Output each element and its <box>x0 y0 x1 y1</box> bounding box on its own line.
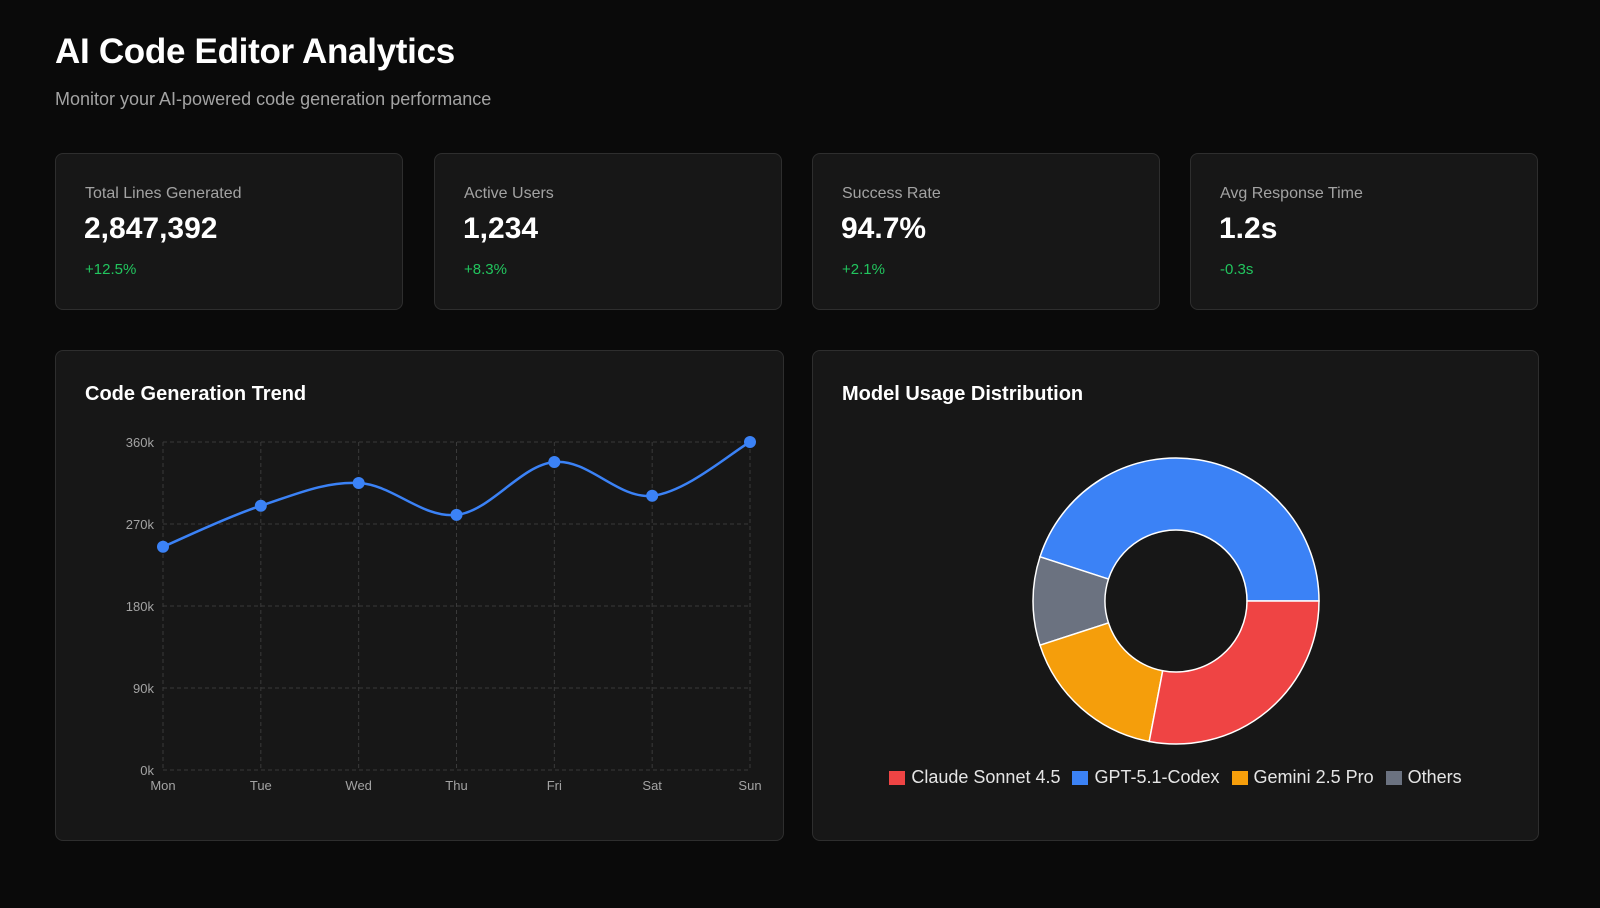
stat-card-total-lines: Total Lines Generated 2,847,392 +12.5% <box>55 153 403 310</box>
x-tick-label: Sat <box>642 778 662 793</box>
stat-value: 1.2s <box>1219 212 1278 245</box>
x-tick-label: Mon <box>150 778 175 793</box>
donut-slice[interactable] <box>1039 621 1164 743</box>
distribution-chart-title: Model Usage Distribution <box>842 383 1084 405</box>
trend-chart-title: Code Generation Trend <box>85 383 307 405</box>
y-tick-label: 360k <box>126 435 155 450</box>
x-tick-label: Sun <box>738 778 761 793</box>
legend-item-claude[interactable]: Claude Sonnet 4.5 <box>889 767 1060 788</box>
stat-change: +8.3% <box>464 261 507 278</box>
data-point[interactable] <box>548 456 561 469</box>
y-tick-label: 0k <box>140 763 154 778</box>
legend-item-others[interactable]: Others <box>1385 767 1462 788</box>
stat-label: Total Lines Generated <box>85 185 242 202</box>
x-tick-label: Fri <box>547 778 562 793</box>
distribution-chart <box>1032 457 1320 745</box>
stat-label: Success Rate <box>842 185 941 202</box>
stat-card-success-rate: Success Rate 94.7% +2.1% <box>812 153 1160 310</box>
data-point[interactable] <box>157 540 169 553</box>
stat-value: 1,234 <box>463 212 539 245</box>
legend-swatch <box>1231 770 1248 785</box>
data-point[interactable] <box>450 508 463 521</box>
stat-label: Avg Response Time <box>1220 185 1363 202</box>
y-tick-label: 270k <box>126 517 155 532</box>
donut-slice[interactable] <box>1032 555 1110 647</box>
legend-label: Claude Sonnet 4.5 <box>911 767 1061 787</box>
trend-chart-panel: Code Generation Trend 0k 90k 180k 270k 360k M… <box>55 350 784 841</box>
legend-swatch <box>1385 770 1402 785</box>
legend-swatch <box>889 770 906 785</box>
legend-item-gemini[interactable]: Gemini 2.5 Pro <box>1231 767 1374 788</box>
stat-change: +12.5% <box>85 261 137 278</box>
data-point[interactable] <box>646 489 659 502</box>
stat-value: 2,847,392 <box>84 212 218 245</box>
page-subtitle: Monitor your AI-powered code generation … <box>55 89 492 109</box>
donut-slice[interactable] <box>1148 600 1320 745</box>
legend-label: Gemini 2.5 Pro <box>1253 767 1374 787</box>
page-title: AI Code Editor Analytics <box>55 32 455 71</box>
legend-swatch <box>1072 770 1089 785</box>
legend-label: GPT-5.1-Codex <box>1094 767 1220 787</box>
trend-chart: 0k 90k 180k 270k 360k Mon Tue Wed Thu Fri Sat Sun <box>126 435 762 793</box>
distribution-chart-panel: Model Usage Distribution Claude Sonnet 4… <box>812 350 1539 841</box>
chart-legend: Claude Sonnet 4.5 GPT-5.1-Codex Gemini 2… <box>813 767 1538 788</box>
data-point[interactable] <box>254 499 267 512</box>
legend-item-gpt[interactable]: GPT-5.1-Codex <box>1072 767 1220 788</box>
stat-card-avg-response-time: Avg Response Time 1.2s -0.3s <box>1190 153 1538 310</box>
data-point[interactable] <box>744 436 756 448</box>
y-tick-label: 180k <box>126 599 155 614</box>
stat-value: 94.7% <box>841 212 927 245</box>
legend-label: Others <box>1407 767 1462 787</box>
stat-change: +2.1% <box>842 261 885 278</box>
x-tick-label: Tue <box>250 778 272 793</box>
stat-change: -0.3s <box>1220 261 1254 278</box>
data-point[interactable] <box>352 477 365 489</box>
donut-slice[interactable] <box>1039 457 1320 602</box>
stat-card-active-users: Active Users 1,234 +8.3% <box>434 153 782 310</box>
stat-label: Active Users <box>464 185 554 202</box>
x-tick-label: Thu <box>445 778 467 793</box>
x-tick-label: Wed <box>345 778 372 793</box>
y-tick-label: 90k <box>133 681 154 696</box>
